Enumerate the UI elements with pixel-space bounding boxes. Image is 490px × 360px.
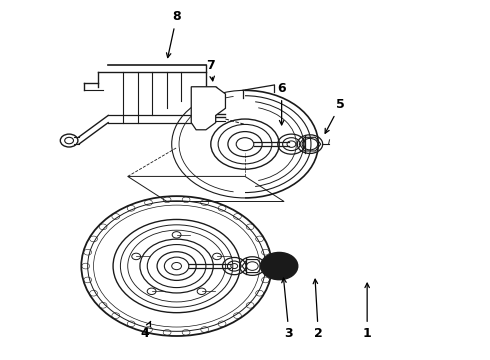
Text: 6: 6 — [277, 82, 286, 125]
Text: 3: 3 — [282, 278, 294, 340]
Circle shape — [261, 252, 298, 280]
Text: 7: 7 — [206, 59, 215, 81]
Text: 2: 2 — [313, 279, 323, 340]
Polygon shape — [242, 260, 263, 273]
Text: 8: 8 — [167, 10, 181, 58]
Text: 1: 1 — [363, 283, 371, 340]
Text: 5: 5 — [325, 98, 344, 133]
Text: 4: 4 — [141, 321, 150, 340]
Polygon shape — [191, 87, 225, 130]
